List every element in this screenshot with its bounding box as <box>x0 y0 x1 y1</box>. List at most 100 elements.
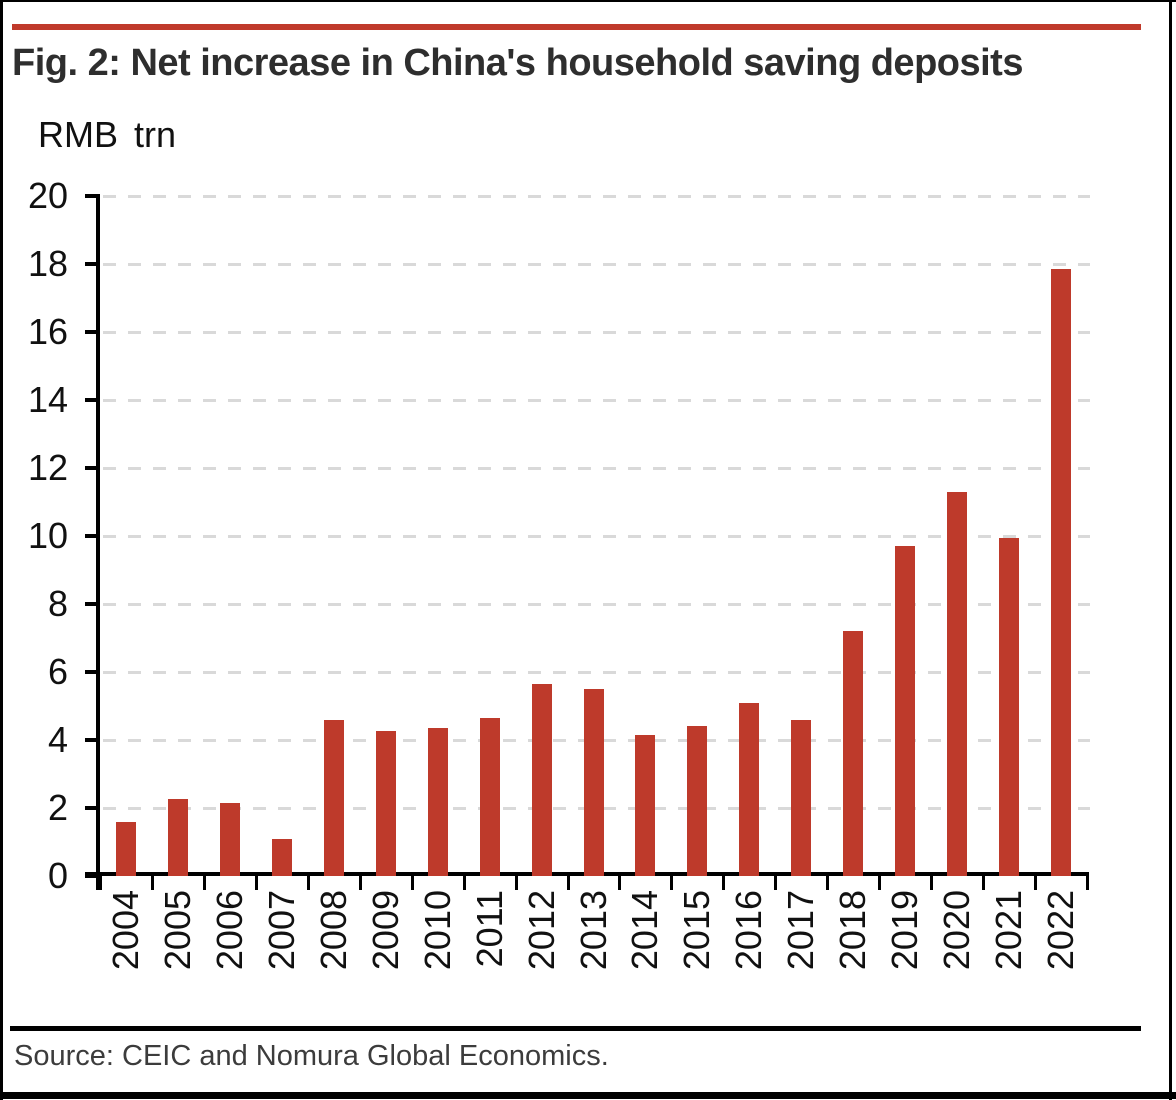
y-axis-label-10: 10 <box>27 515 68 556</box>
y-tick-0 <box>85 874 100 878</box>
x-tick-17 <box>982 872 985 890</box>
bar-2017 <box>791 720 811 876</box>
gridline-16 <box>103 331 1090 334</box>
x-axis-label-2022: 2022 <box>1040 890 1081 971</box>
x-tick-7 <box>463 872 466 890</box>
x-axis-label-2007: 2007 <box>261 890 302 971</box>
bar-2012 <box>532 684 552 876</box>
page-border-bottom <box>0 1092 1176 1099</box>
y-axis-label-20: 20 <box>27 175 68 216</box>
x-axis-label-2012: 2012 <box>521 890 562 971</box>
x-tick-1 <box>151 872 154 890</box>
x-axis-label-2015: 2015 <box>676 890 717 971</box>
bar-2019 <box>895 546 915 876</box>
bar-2004 <box>116 822 136 876</box>
x-tick-3 <box>255 872 258 890</box>
bar-2007 <box>272 839 292 876</box>
y-tick-4 <box>85 738 100 742</box>
gridline-20 <box>103 195 1090 198</box>
y-tick-8 <box>85 602 100 606</box>
x-tick-18 <box>1034 872 1037 890</box>
y-tick-16 <box>85 330 100 334</box>
x-tick-12 <box>722 872 725 890</box>
y-axis-label-8: 8 <box>47 583 68 624</box>
x-tick-4 <box>307 872 310 890</box>
x-axis-label-2006: 2006 <box>209 890 250 971</box>
x-axis-label-2018: 2018 <box>832 890 873 971</box>
x-tick-5 <box>359 872 362 890</box>
gridline-12 <box>103 467 1090 470</box>
bar-2014 <box>635 735 655 876</box>
y-tick-14 <box>85 398 100 402</box>
bar-2015 <box>687 726 707 876</box>
x-tick-8 <box>515 872 518 890</box>
gridline-14 <box>103 399 1090 402</box>
x-axis-label-2009: 2009 <box>365 890 406 971</box>
x-axis-label-2017: 2017 <box>780 890 821 971</box>
bar-2021 <box>999 538 1019 876</box>
y-axis-line <box>96 194 100 890</box>
gridline-10 <box>103 535 1090 538</box>
accent-rule <box>12 24 1141 30</box>
y-axis-label-12: 12 <box>27 447 68 488</box>
bar-2006 <box>220 803 240 876</box>
x-tick-16 <box>930 872 933 890</box>
bar-2020 <box>947 492 967 876</box>
x-tick-19 <box>1086 872 1089 890</box>
x-axis-label-2004: 2004 <box>105 890 146 971</box>
x-tick-0 <box>99 872 102 890</box>
source-note: Source: CEIC and Nomura Global Economics… <box>14 1040 609 1072</box>
x-axis-label-2011: 2011 <box>469 890 510 968</box>
x-axis-label-2010: 2010 <box>417 890 458 971</box>
y-axis-unit-label: RMB trn <box>38 114 177 155</box>
bar-2022 <box>1051 269 1071 876</box>
y-tick-20 <box>85 194 100 198</box>
y-tick-12 <box>85 466 100 470</box>
bar-2008 <box>324 720 344 876</box>
x-axis-label-2020: 2020 <box>936 890 977 971</box>
x-axis-label-2021: 2021 <box>988 890 1029 971</box>
y-axis-label-4: 4 <box>47 719 68 760</box>
x-tick-10 <box>618 872 621 890</box>
x-axis-label-2016: 2016 <box>728 890 769 971</box>
y-axis-label-0: 0 <box>47 855 68 896</box>
y-tick-18 <box>85 262 100 266</box>
y-axis-label-6: 6 <box>47 651 68 692</box>
page-border-right <box>1169 0 1172 1100</box>
bar-2009 <box>376 731 396 876</box>
y-tick-2 <box>85 806 100 810</box>
y-axis-label-14: 14 <box>27 379 68 420</box>
footer-rule <box>10 1026 1141 1031</box>
figure-title: Fig. 2: Net increase in China's househol… <box>12 42 1023 84</box>
y-axis-label-2: 2 <box>47 787 68 828</box>
x-tick-2 <box>203 872 206 890</box>
x-tick-11 <box>670 872 673 890</box>
gridline-6 <box>103 671 1090 674</box>
y-axis-label-18: 18 <box>27 243 68 284</box>
bar-2010 <box>428 728 448 876</box>
x-axis-label-2008: 2008 <box>313 890 354 971</box>
y-axis-label-16: 16 <box>27 311 68 352</box>
page-border-left <box>0 0 3 1100</box>
x-axis-label-2005: 2005 <box>157 890 198 971</box>
bar-2016 <box>739 703 759 876</box>
y-tick-6 <box>85 670 100 674</box>
bar-2005 <box>168 799 188 876</box>
x-axis-label-2013: 2013 <box>573 890 614 971</box>
x-tick-6 <box>411 872 414 890</box>
x-axis-label-2014: 2014 <box>624 890 665 971</box>
gridline-18 <box>103 263 1090 266</box>
x-tick-14 <box>826 872 829 890</box>
page-border-top <box>0 0 1176 2</box>
bar-2018 <box>843 631 863 876</box>
gridline-8 <box>103 603 1090 606</box>
x-tick-9 <box>567 872 570 890</box>
x-tick-15 <box>878 872 881 890</box>
x-tick-13 <box>774 872 777 890</box>
bar-2011 <box>480 718 500 876</box>
y-tick-10 <box>85 534 100 538</box>
x-axis-label-2019: 2019 <box>884 890 925 971</box>
bar-2013 <box>584 689 604 876</box>
